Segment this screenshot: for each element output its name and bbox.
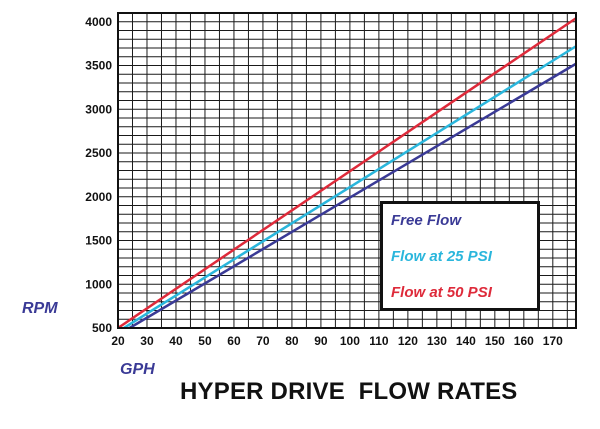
series-line-0 xyxy=(128,62,577,330)
series-lines xyxy=(117,17,577,330)
x-tick-label: 70 xyxy=(256,334,270,348)
y-tick-labels: 500 1000 1500 2000 2500 3000 3500 4000 xyxy=(85,15,112,335)
x-tick-label: 50 xyxy=(198,334,212,348)
y-tick-label: 2500 xyxy=(85,146,112,160)
x-tick-label: 60 xyxy=(227,334,241,348)
x-tick-label: 160 xyxy=(514,334,534,348)
legend: Free Flow Flow at 25 PSI Flow at 50 PSI xyxy=(380,201,540,311)
x-tick-label: 80 xyxy=(285,334,299,348)
y-tick-label: 1000 xyxy=(85,277,112,291)
x-tick-label: 110 xyxy=(369,334,389,348)
series-line-1 xyxy=(123,45,577,330)
legend-item-50-psi: Flow at 50 PSI xyxy=(391,284,492,301)
x-tick-label: 100 xyxy=(340,334,360,348)
x-tick-label: 170 xyxy=(543,334,563,348)
x-axis-label: GPH xyxy=(120,361,155,378)
x-tick-label: 120 xyxy=(398,334,418,348)
x-tick-labels: 20 30 40 50 60 70 80 90 100 110 120 130 140 150 160 170 xyxy=(111,334,563,348)
x-tick-label: 150 xyxy=(485,334,505,348)
x-tick-label: 30 xyxy=(140,334,154,348)
y-tick-label: 3500 xyxy=(85,59,112,73)
x-tick-label: 140 xyxy=(456,334,476,348)
y-tick-label: 2000 xyxy=(85,190,112,204)
y-tick-label: 1500 xyxy=(85,234,112,248)
y-tick-label: 3000 xyxy=(85,102,112,116)
x-tick-label: 130 xyxy=(427,334,447,348)
x-tick-label: 90 xyxy=(314,334,328,348)
y-axis-label: RPM xyxy=(22,300,58,317)
x-tick-label: 40 xyxy=(169,334,183,348)
legend-item-free-flow: Free Flow xyxy=(391,212,462,229)
chart-title: HYPER DRIVE FLOW RATES xyxy=(180,378,518,405)
y-tick-label: 500 xyxy=(92,321,112,335)
plot-frame xyxy=(117,12,577,329)
series-line-2 xyxy=(117,17,577,330)
legend-item-25-psi: Flow at 25 PSI xyxy=(391,248,492,265)
x-tick-label: 20 xyxy=(111,334,125,348)
y-tick-label: 4000 xyxy=(85,15,112,29)
